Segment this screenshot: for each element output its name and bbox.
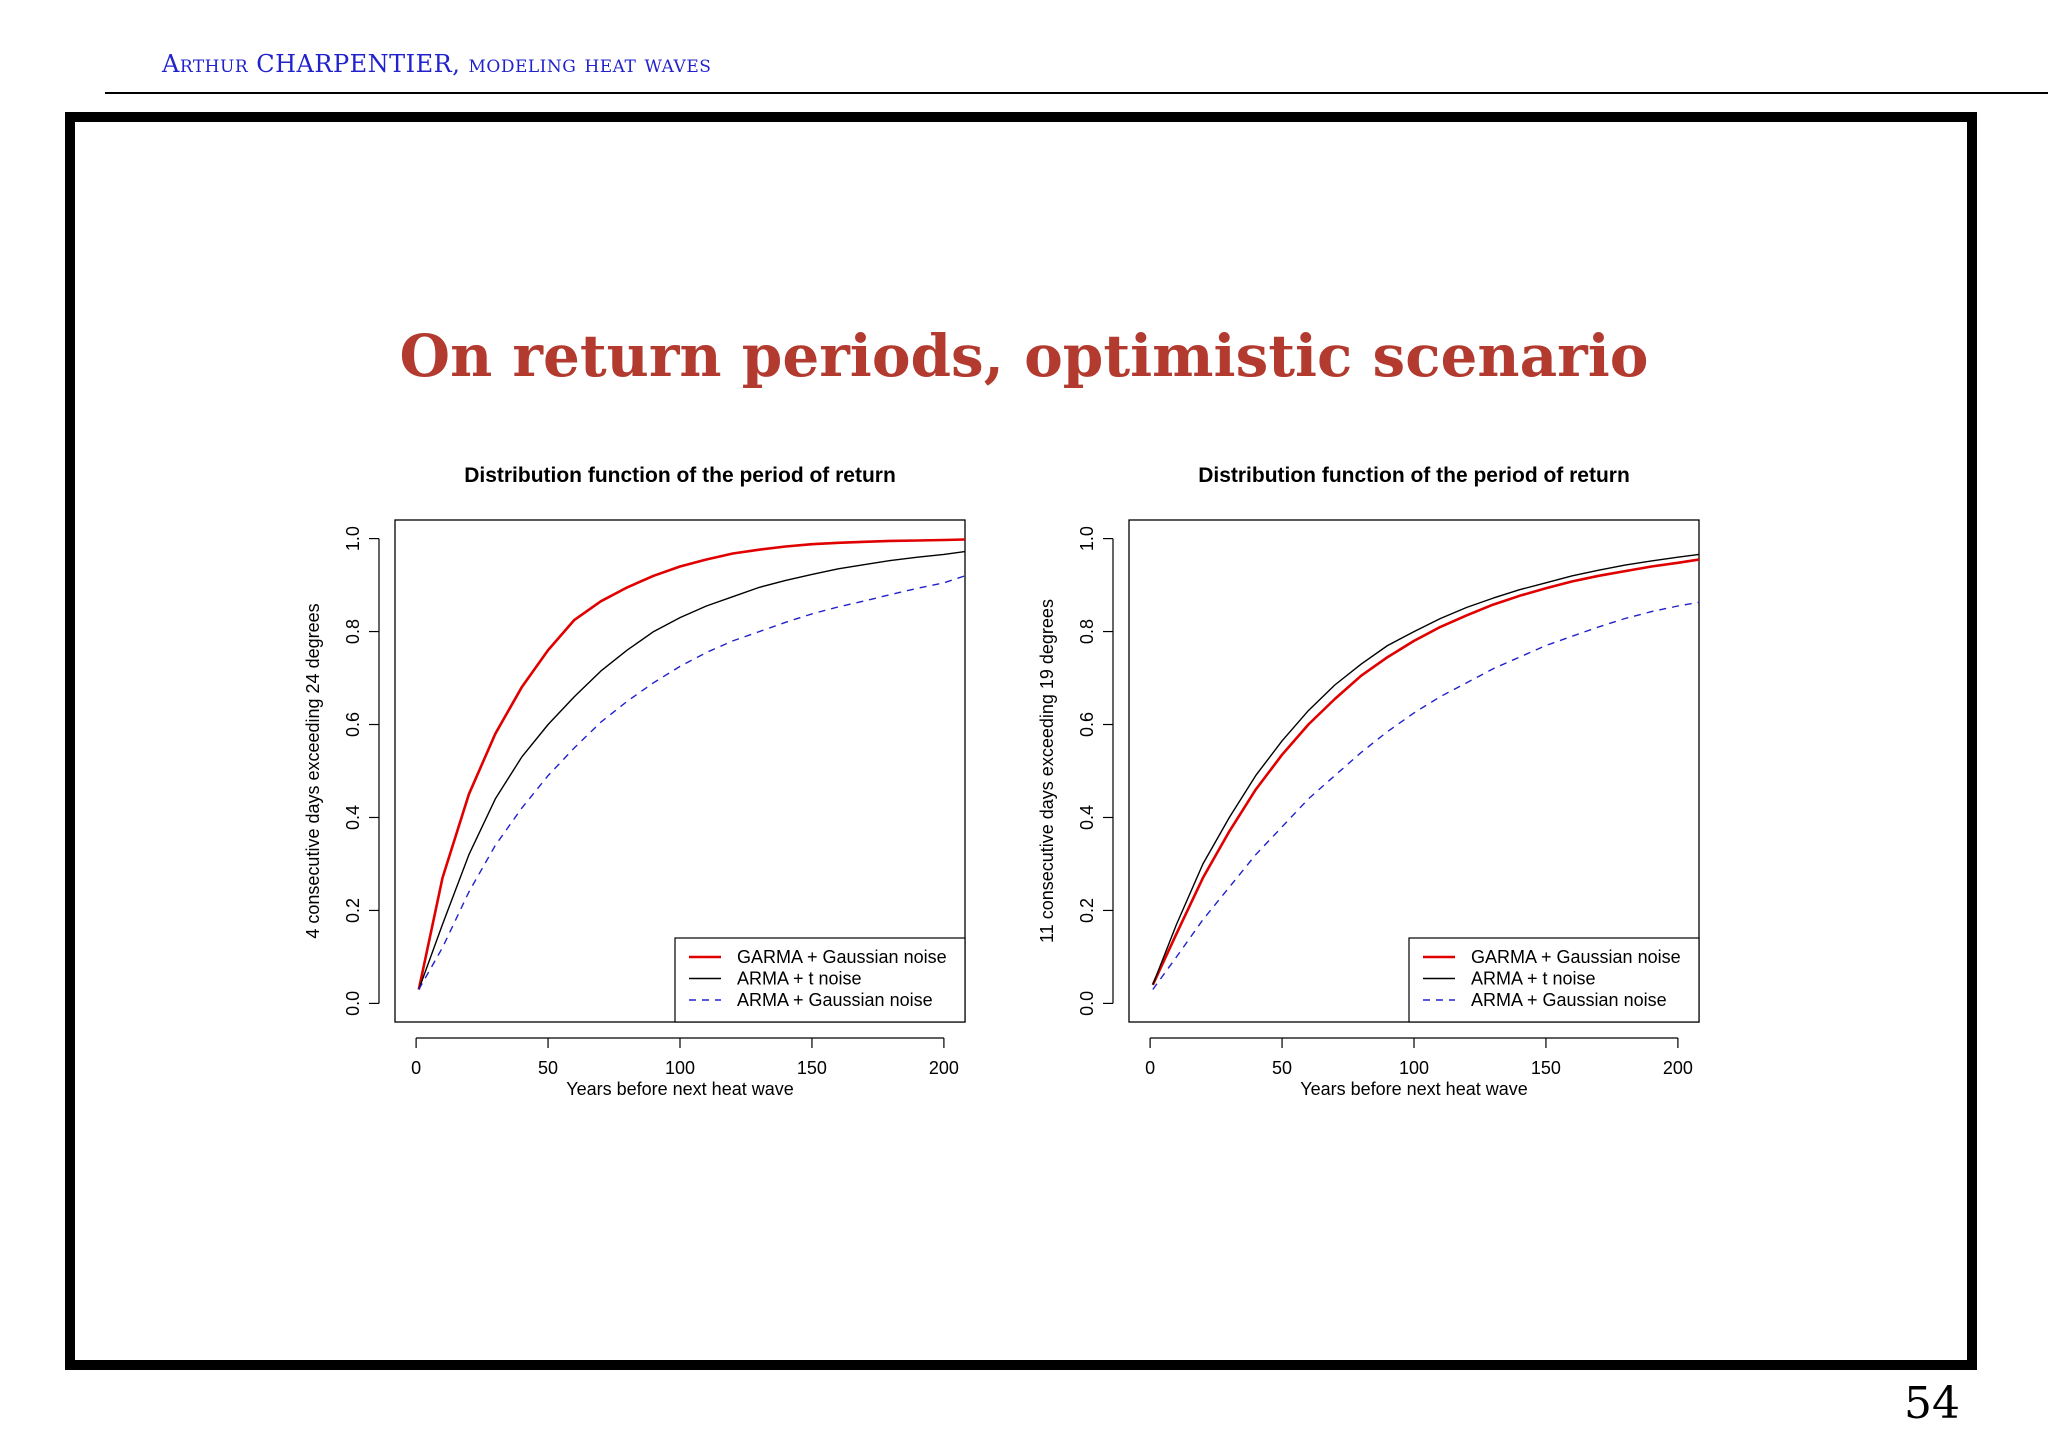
slide-header: Arthur CHARPENTIER, modeling heat waves — [162, 50, 711, 78]
chart-title: Distribution function of the period of r… — [1198, 464, 1630, 487]
chart-title: Distribution function of the period of r… — [464, 464, 896, 487]
page-number: 54 — [1904, 1378, 1960, 1429]
y-axis-label: 4 consecutive days exceeding 24 degrees — [303, 603, 323, 938]
x-tick-label: 200 — [1663, 1058, 1693, 1078]
header-topic: modeling heat waves — [468, 50, 712, 78]
series-line-2 — [1152, 553, 1699, 986]
y-tick-label: 1.0 — [343, 526, 363, 551]
legend-label: GARMA + Gaussian noise — [1471, 947, 1681, 967]
chart-right: Distribution function of the period of r… — [1037, 464, 1700, 1099]
legend-label: ARMA + t noise — [1471, 969, 1596, 989]
header-rule — [105, 92, 2048, 94]
y-tick-label: 0.8 — [1077, 619, 1097, 644]
series-line-3 — [1152, 601, 1699, 990]
x-tick-label: 0 — [1145, 1058, 1155, 1078]
header-separator: , — [452, 50, 469, 78]
x-tick-label: 100 — [1399, 1058, 1429, 1078]
legend-label: ARMA + Gaussian noise — [1471, 990, 1667, 1010]
chart-left: Distribution function of the period of r… — [303, 464, 966, 1099]
legend-label: ARMA + t noise — [737, 969, 862, 989]
x-tick-label: 150 — [797, 1058, 827, 1078]
series-line-3 — [418, 575, 965, 990]
x-tick-label: 50 — [1272, 1058, 1292, 1078]
legend-label: GARMA + Gaussian noise — [737, 947, 947, 967]
author-name: Arthur CHARPENTIER — [162, 50, 453, 78]
y-tick-label: 0.0 — [1077, 991, 1097, 1016]
y-tick-label: 0.2 — [1077, 898, 1097, 923]
series-line-1 — [417, 538, 965, 990]
slide-frame — [65, 112, 1977, 1370]
y-tick-label: 0.2 — [343, 898, 363, 923]
y-tick-label: 0.6 — [343, 712, 363, 737]
x-tick-label: 200 — [929, 1058, 959, 1078]
x-tick-label: 100 — [665, 1058, 695, 1078]
slide-title: On return periods, optimistic scenario — [399, 322, 1649, 390]
x-axis-label: Years before next heat wave — [1300, 1079, 1528, 1099]
y-tick-label: 0.4 — [1077, 805, 1097, 830]
x-tick-label: 50 — [538, 1058, 558, 1078]
x-tick-label: 0 — [411, 1058, 421, 1078]
y-tick-label: 1.0 — [1077, 526, 1097, 551]
x-axis-label: Years before next heat wave — [566, 1079, 794, 1099]
y-axis-label: 11 consecutive days exceeding 19 degrees — [1037, 599, 1057, 943]
y-tick-label: 0.6 — [1077, 712, 1097, 737]
series-line-2 — [418, 550, 965, 990]
legend-box — [1408, 937, 1700, 1023]
x-tick-label: 150 — [1531, 1058, 1561, 1078]
y-tick-label: 0.8 — [343, 619, 363, 644]
y-tick-label: 0.0 — [343, 991, 363, 1016]
series-line-1 — [1151, 558, 1699, 986]
legend-box — [674, 937, 966, 1023]
legend-label: ARMA + Gaussian noise — [737, 990, 933, 1010]
y-tick-label: 0.4 — [343, 805, 363, 830]
